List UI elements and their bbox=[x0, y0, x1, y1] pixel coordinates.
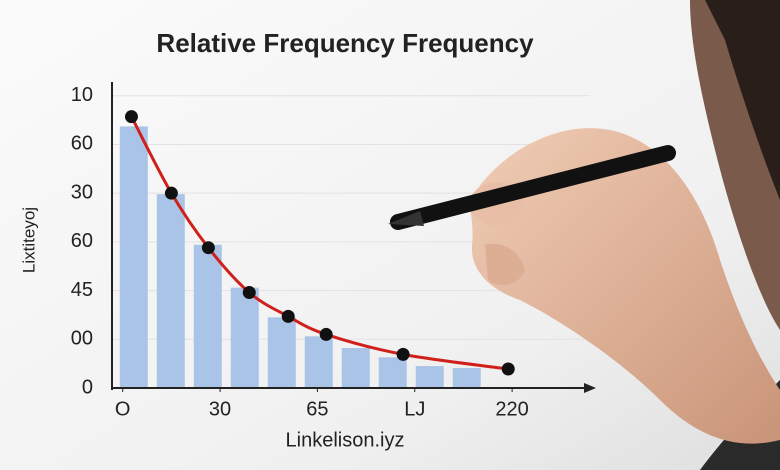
bar bbox=[267, 317, 296, 388]
x-axis-arrow bbox=[584, 383, 596, 393]
y-tick-label: 30 bbox=[71, 181, 93, 203]
y-tick-label: 60 bbox=[71, 133, 93, 155]
data-point bbox=[124, 110, 138, 124]
bar bbox=[341, 348, 370, 388]
chart-title: Relative Frequency Frequency bbox=[156, 28, 534, 58]
y-tick-label: 10 bbox=[71, 84, 93, 106]
y-tick-label: 60 bbox=[71, 230, 93, 252]
bar bbox=[156, 194, 185, 388]
y-tick-label: 00 bbox=[71, 328, 93, 350]
y-tick-label: 45 bbox=[71, 279, 93, 301]
data-point bbox=[201, 241, 215, 255]
pen bbox=[388, 145, 676, 230]
x-tick-label: 220 bbox=[495, 398, 528, 420]
bar bbox=[304, 336, 333, 388]
x-axis-label: Linkelison.iyz bbox=[286, 429, 405, 451]
x-tick-label: 30 bbox=[209, 398, 231, 420]
x-tick-label: O bbox=[115, 398, 131, 420]
bar bbox=[452, 368, 481, 388]
data-point bbox=[281, 309, 295, 323]
bar bbox=[378, 357, 407, 388]
x-tick-label: LJ bbox=[404, 398, 425, 420]
data-point bbox=[319, 327, 333, 341]
bar bbox=[230, 287, 259, 388]
data-point bbox=[164, 186, 178, 200]
y-axis-label: Lixtiteyoj bbox=[19, 207, 38, 273]
x-tick-label: 65 bbox=[306, 398, 328, 420]
bar bbox=[119, 126, 148, 389]
bar bbox=[415, 366, 444, 388]
data-point bbox=[242, 286, 256, 300]
bar bbox=[193, 244, 222, 388]
data-point bbox=[501, 362, 515, 376]
y-tick-label: 0 bbox=[82, 376, 93, 398]
data-point bbox=[396, 347, 410, 361]
